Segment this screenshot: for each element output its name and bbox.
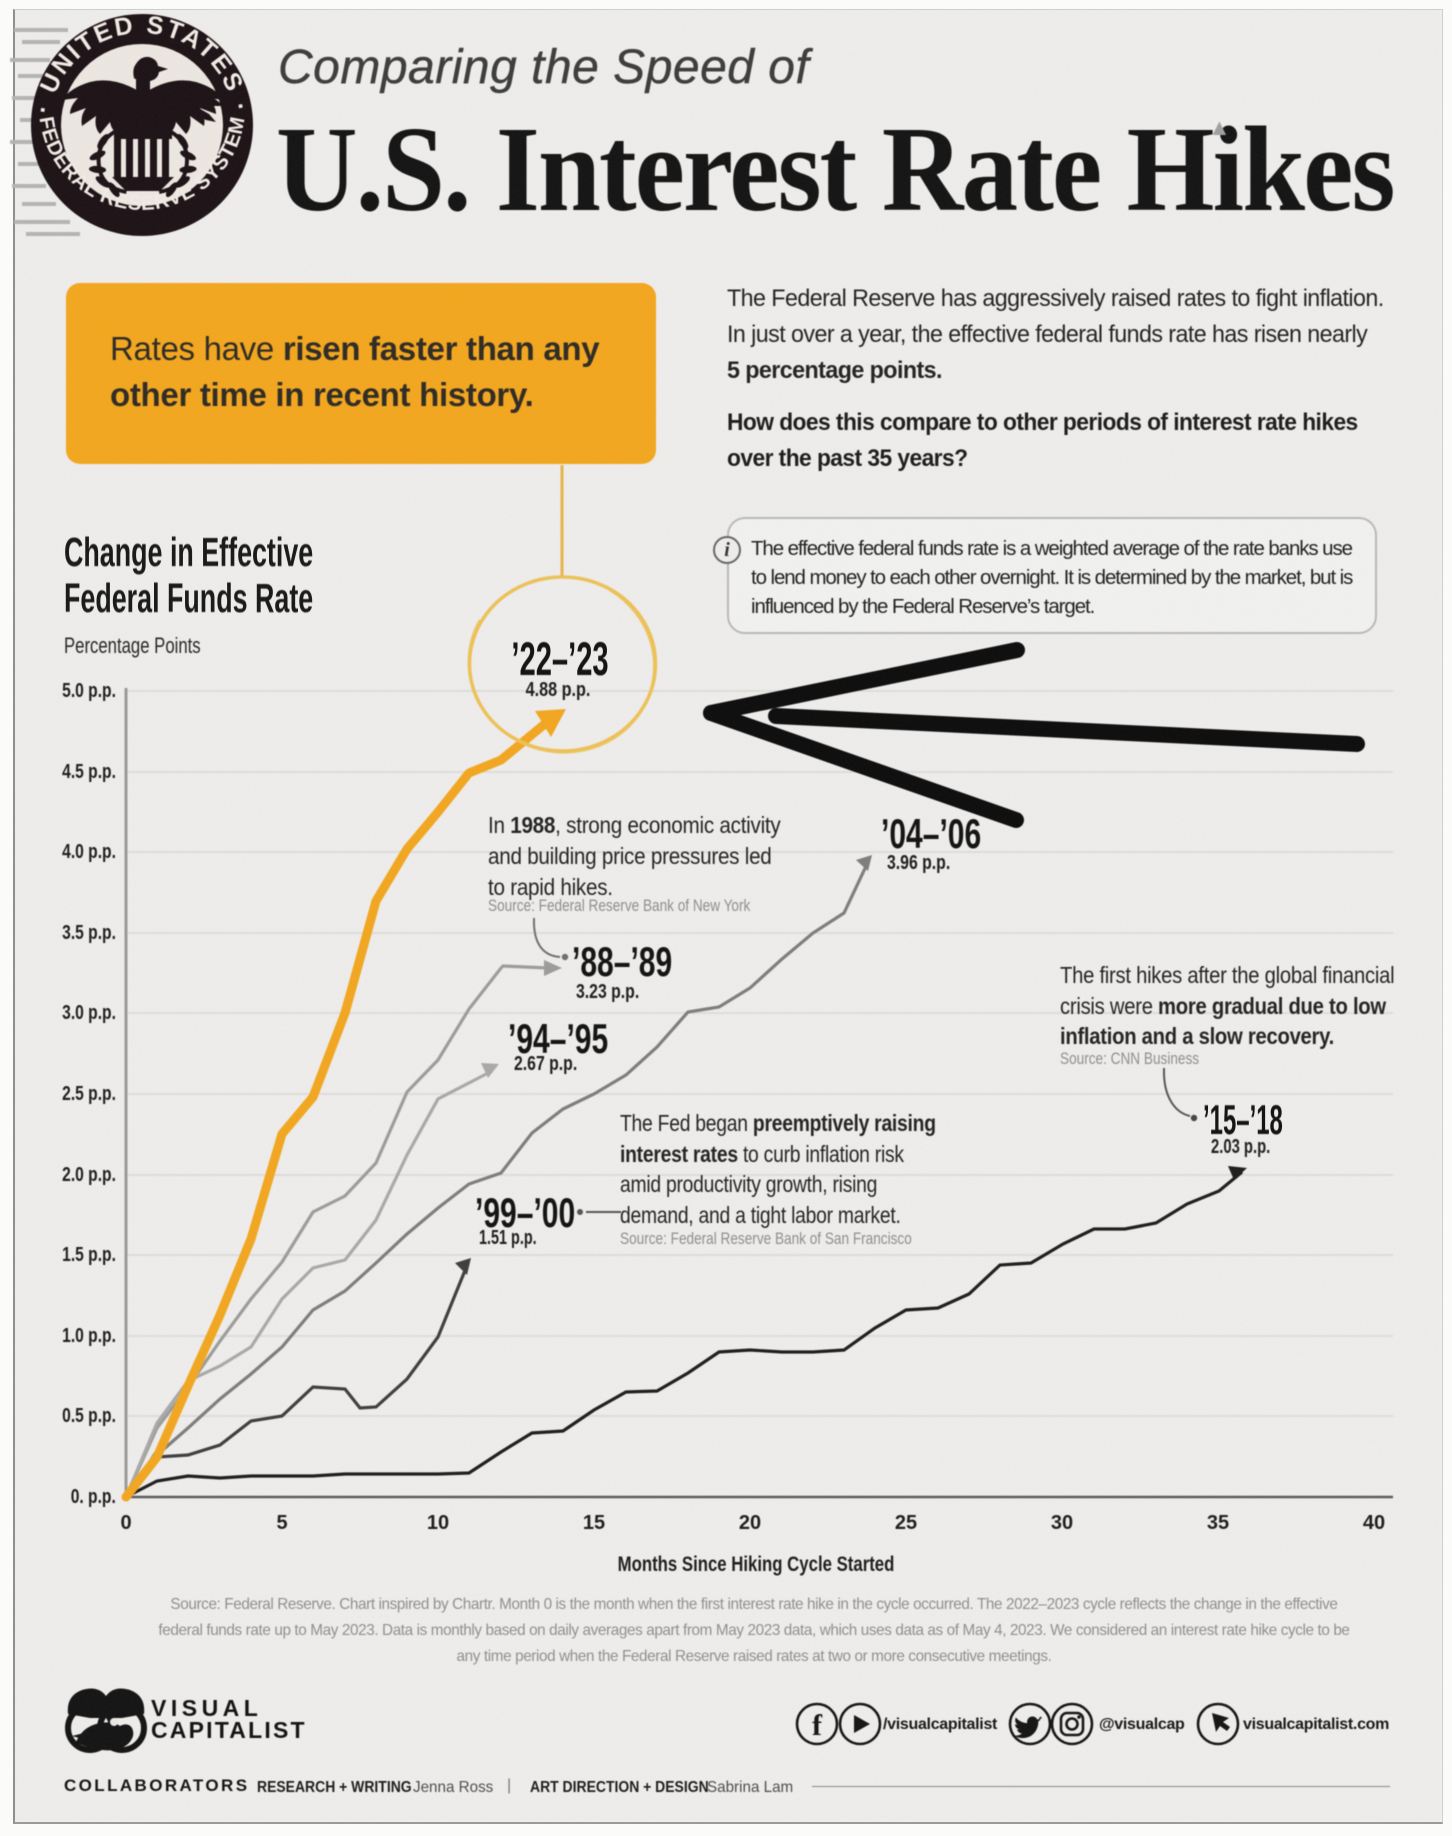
svg-text:f: f bbox=[812, 1709, 823, 1742]
